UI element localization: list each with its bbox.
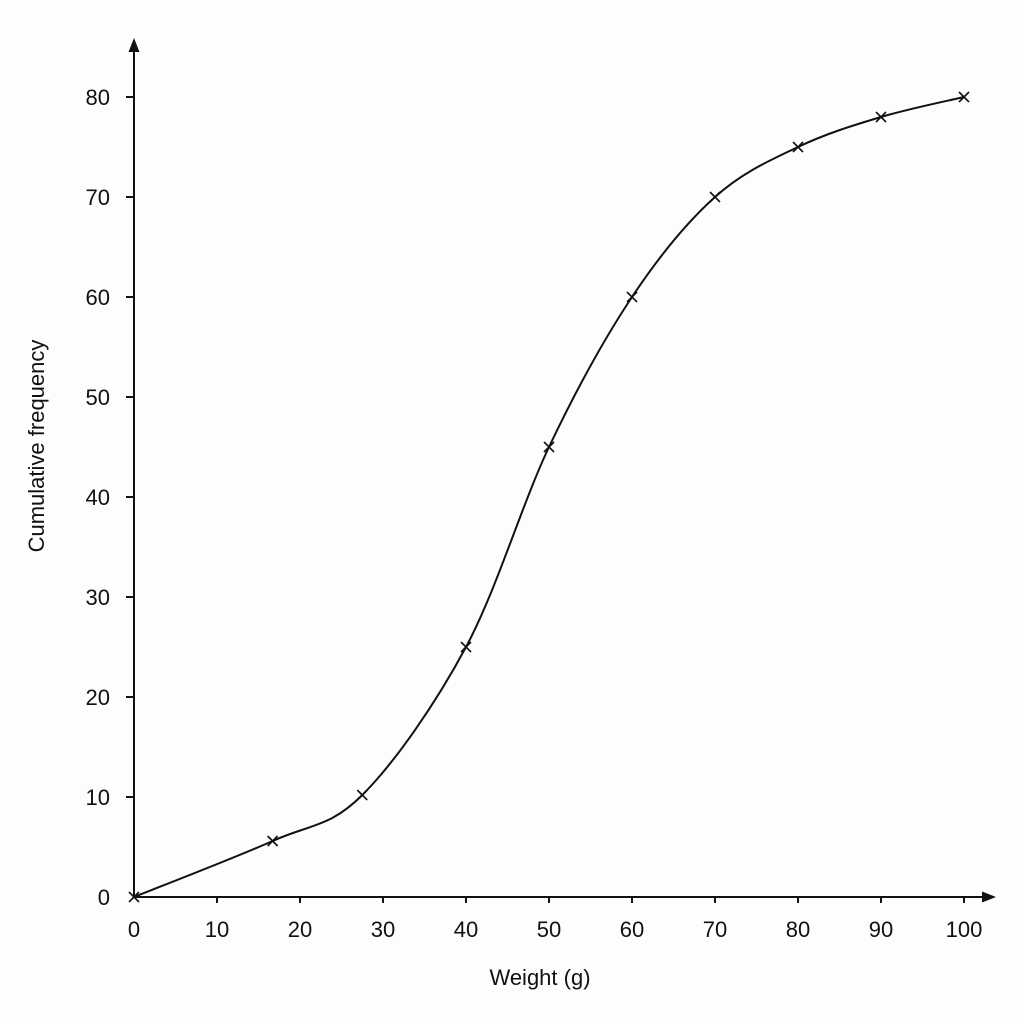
y-tick-label: 0 <box>98 885 110 910</box>
data-point-marker <box>460 641 472 653</box>
data-point-markers <box>128 91 970 903</box>
data-point-marker <box>267 835 279 847</box>
x-axis-arrow <box>982 891 996 903</box>
data-point-marker <box>543 441 555 453</box>
x-tick-label: 60 <box>620 917 644 942</box>
data-point-marker <box>709 191 721 203</box>
y-axis-title: Cumulative frequency <box>24 340 49 553</box>
cumulative-frequency-curve <box>133 96 965 898</box>
y-tick-label: 70 <box>86 185 110 210</box>
x-tick-label: 40 <box>454 917 478 942</box>
y-tick-label: 20 <box>86 685 110 710</box>
data-point-marker <box>792 141 804 153</box>
y-tick-label: 60 <box>86 285 110 310</box>
data-point-marker <box>626 291 638 303</box>
x-tick-label: 30 <box>371 917 395 942</box>
x-tick-label: 70 <box>703 917 727 942</box>
x-axis-title: Weight (g) <box>489 965 590 990</box>
axes <box>128 38 996 903</box>
x-tick-label: 80 <box>786 917 810 942</box>
x-tick-label: 20 <box>288 917 312 942</box>
data-point-marker <box>875 111 887 123</box>
x-tick-label: 100 <box>946 917 983 942</box>
y-tick-label: 30 <box>86 585 110 610</box>
y-tick-label: 40 <box>86 485 110 510</box>
y-tick-label: 50 <box>86 385 110 410</box>
x-ticks: 0 10 20 30 40 50 60 70 80 90 100 <box>128 897 982 942</box>
data-point-marker <box>128 891 140 903</box>
y-tick-label: 80 <box>86 85 110 110</box>
x-tick-label: 0 <box>128 917 140 942</box>
y-ticks: 0 10 20 30 40 50 60 70 80 <box>86 85 134 910</box>
y-tick-label: 10 <box>86 785 110 810</box>
data-point-marker <box>958 91 970 103</box>
y-axis-arrow <box>128 38 140 52</box>
x-tick-label: 50 <box>537 917 561 942</box>
x-tick-label: 10 <box>205 917 229 942</box>
data-point-marker <box>356 789 368 801</box>
x-tick-label: 90 <box>869 917 893 942</box>
